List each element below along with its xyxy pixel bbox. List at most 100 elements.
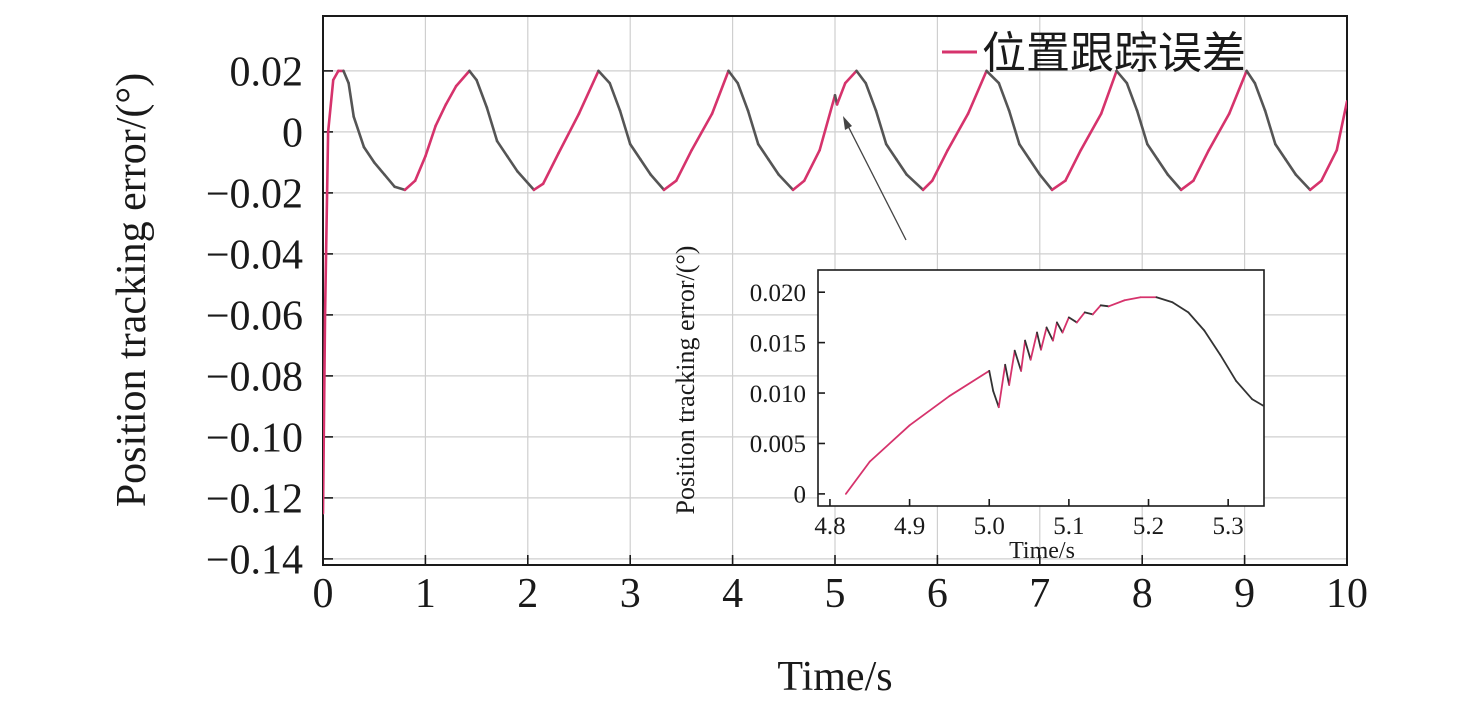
series-line-segment — [864, 81, 878, 112]
series-line-segment — [444, 84, 458, 106]
series-line-segment — [1135, 109, 1149, 146]
zoom-arrow — [843, 116, 907, 241]
x-tick-label: 7 — [1029, 571, 1050, 617]
series-line-segment — [1207, 112, 1231, 152]
series-line-segment — [1028, 158, 1042, 176]
series-line-segment — [1099, 304, 1110, 308]
x-tick-label: 2 — [517, 571, 538, 617]
x-tick-label: 3 — [620, 571, 641, 617]
main-series — [323, 69, 1347, 515]
inset-x-tick-labels: 4.8 4.9 5.0 5.1 5.2 5.3 — [814, 513, 1243, 540]
series-line-segment — [1294, 173, 1312, 192]
legend-label: 位置跟踪误差 — [982, 29, 1246, 78]
series-line-segment — [930, 148, 949, 182]
series-line-segment — [835, 81, 847, 106]
series-line-segment — [1156, 158, 1170, 176]
series-line-segment — [802, 148, 821, 182]
series-line-segment — [1099, 69, 1118, 115]
series-line-segment — [1155, 296, 1174, 304]
series-line-segment — [1192, 148, 1211, 182]
x-tick-label: 6 — [927, 571, 948, 617]
series-line-segment — [454, 69, 471, 88]
series-line-segment — [1024, 339, 1032, 361]
series-line-segment — [1335, 100, 1347, 152]
y-tick-label: −0.06 — [206, 294, 303, 340]
x-tick-label: 5 — [825, 571, 846, 617]
series-line-segment — [690, 112, 714, 152]
inset-background — [818, 270, 1264, 506]
series-line-segment — [639, 158, 652, 176]
y-tick-label: 0 — [794, 482, 807, 509]
main-ticks — [322, 70, 1348, 565]
series-line-segment — [948, 369, 991, 397]
x-tick-label: 10 — [1326, 571, 1368, 617]
series-line-segment — [413, 155, 427, 182]
series-line-segment — [818, 94, 837, 152]
y-tick-label: −0.14 — [206, 538, 303, 584]
series-line-segment — [628, 142, 642, 161]
x-tick-label: 4.8 — [814, 513, 845, 540]
series-line-segment — [1179, 179, 1195, 192]
x-tick-label: 5.2 — [1133, 513, 1164, 540]
y-tick-label: 0.005 — [750, 431, 806, 458]
series-line-segment — [1018, 142, 1031, 161]
inset-plot-frame — [817, 269, 1265, 507]
series-line-segment — [997, 363, 1007, 409]
inset-ticks — [818, 291, 1229, 506]
series-line-segment — [393, 185, 407, 192]
series-line-segment — [541, 151, 560, 186]
main-x-tick-labels: 0 1 2 3 4 5 6 7 8 9 10 — [313, 571, 1369, 617]
series-line-segment — [1227, 69, 1248, 115]
y-tick-label: 0.02 — [230, 50, 304, 96]
series-line-segment — [1036, 331, 1042, 351]
series-line-segment — [1029, 331, 1038, 361]
series-line-segment — [649, 173, 666, 192]
y-tick-label: 0.010 — [750, 381, 806, 408]
series-line-segment — [485, 106, 499, 143]
series-line-segment — [372, 161, 386, 176]
series-line-segment — [843, 69, 858, 85]
series-line-segment — [516, 170, 536, 192]
series-line-segment — [331, 69, 340, 82]
series-line-segment — [1125, 81, 1139, 112]
series-line-segment — [1008, 349, 1016, 386]
y-tick-label: −0.02 — [206, 172, 303, 218]
y-tick-label: −0.10 — [206, 416, 303, 462]
series-line-segment — [347, 81, 356, 118]
series-line-segment — [1115, 69, 1129, 85]
series-line-segment — [1050, 179, 1067, 192]
y-tick-label: 0.015 — [750, 330, 806, 357]
x-tick-label: 1 — [415, 571, 436, 617]
series-line-segment — [1007, 109, 1021, 146]
series-line-segment — [868, 424, 911, 463]
series-line-segment — [1166, 173, 1183, 192]
series-line-segment — [618, 109, 632, 146]
series-line-segment — [1067, 316, 1078, 324]
inset-series — [844, 296, 1264, 495]
series-line-segment — [1038, 173, 1054, 192]
series-line-segment — [895, 158, 908, 176]
series-line-segment — [767, 158, 780, 176]
series-line-segment — [966, 69, 988, 115]
series-line-segment — [424, 124, 437, 158]
series-line-segment — [777, 173, 795, 192]
x-tick-label: 5.0 — [974, 513, 1005, 540]
inset-x-axis-label: Time/s — [1009, 538, 1075, 564]
series-line-segment — [434, 103, 448, 128]
series-line-segment — [905, 173, 925, 192]
series-line-segment — [1061, 316, 1070, 334]
series-line-segment — [1013, 349, 1022, 372]
y-tick-label: 0 — [282, 111, 303, 157]
series-line-segment — [1251, 398, 1264, 408]
series-line-segment — [756, 142, 770, 161]
series-line-segment — [674, 148, 693, 182]
inset-y-tick-labels: 0 0.005 0.010 0.015 0.020 — [750, 280, 806, 509]
series-line-segment — [597, 69, 612, 85]
series-line-segment — [468, 69, 478, 82]
series-line-segment — [874, 109, 888, 146]
inset-chart: 4.8 4.9 5.0 5.1 5.2 5.3 0 0.005 0.010 0.015 0.020… — [671, 246, 1265, 564]
series-line-segment — [908, 395, 951, 427]
series-line-segment — [403, 179, 417, 192]
series-line-segment — [1052, 321, 1058, 342]
series-line-segment — [1308, 179, 1323, 192]
